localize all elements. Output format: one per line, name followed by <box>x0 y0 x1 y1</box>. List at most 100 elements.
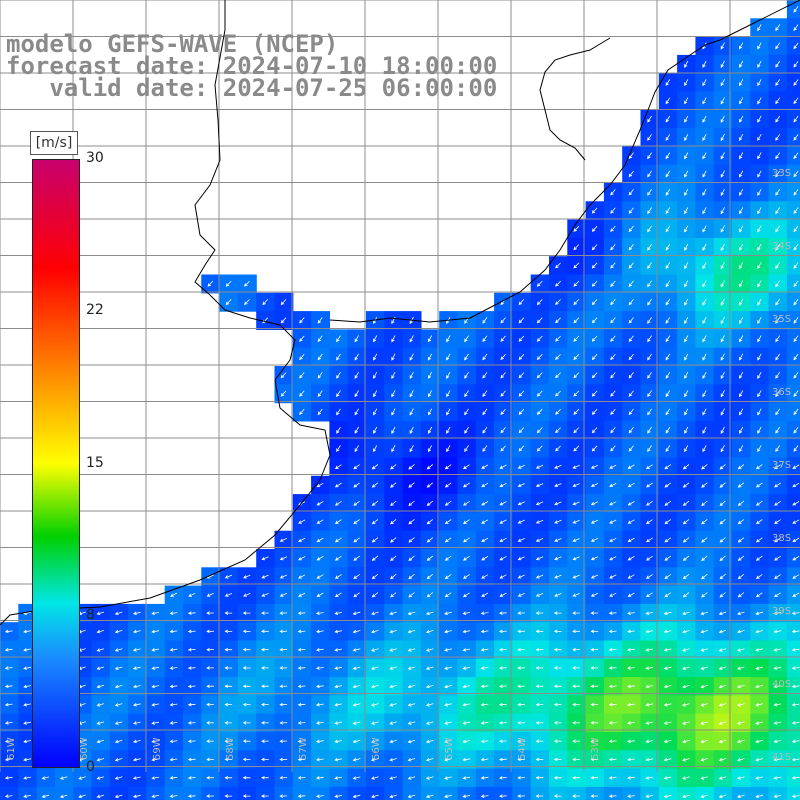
wind-arrow <box>793 390 799 397</box>
wind-cell <box>768 494 788 513</box>
wind-cell <box>640 530 660 550</box>
wind-arrow <box>535 775 544 780</box>
wind-arrow <box>590 574 599 579</box>
wind-cell <box>457 439 477 459</box>
wind-cell <box>658 329 678 349</box>
wind-cell <box>274 292 294 312</box>
wind-arrow <box>242 611 251 615</box>
wind-arrow <box>628 170 634 178</box>
wind-arrow <box>463 537 470 543</box>
wind-cell <box>549 256 568 276</box>
wind-arrow <box>793 243 799 251</box>
wind-arrow <box>701 500 708 507</box>
wind-arrow <box>336 371 341 379</box>
wind-arrow <box>132 684 141 689</box>
wind-arrow <box>791 629 800 634</box>
wind-arrow <box>793 170 799 178</box>
wind-arrow <box>151 721 160 725</box>
wind-cell <box>457 329 477 349</box>
wind-arrow <box>499 556 507 561</box>
wind-cell <box>567 347 587 367</box>
wind-arrow <box>739 262 744 270</box>
wind-arrow <box>737 537 745 543</box>
wind-arrow <box>591 244 598 251</box>
wind-arrow <box>518 354 525 360</box>
wind-arrow <box>371 666 379 670</box>
wind-arrow <box>573 390 580 397</box>
wind-arrow <box>664 555 672 561</box>
wind-cell <box>567 786 587 800</box>
wind-arrow <box>555 299 561 305</box>
wind-arrow <box>535 611 544 615</box>
wind-cell <box>457 786 477 800</box>
wind-arrow <box>315 684 324 689</box>
wind-cell <box>658 549 678 568</box>
wind-arrow <box>663 629 672 634</box>
wind-cell <box>494 585 513 605</box>
wind-arrow <box>151 702 160 707</box>
wind-cell <box>567 292 587 312</box>
wind-arrow <box>793 335 799 343</box>
wind-arrow <box>755 537 763 543</box>
wind-arrow <box>775 42 781 50</box>
wind-cell <box>677 54 696 74</box>
wind-cell <box>677 549 696 568</box>
wind-arrow <box>334 519 342 524</box>
wind-arrow <box>243 593 251 597</box>
lon-label: 61W <box>6 737 17 760</box>
wind-arrow <box>647 335 652 343</box>
wind-arrow <box>684 280 689 288</box>
wind-cell <box>457 549 477 568</box>
wind-arrow <box>720 170 725 178</box>
wind-arrow <box>390 464 397 470</box>
wind-arrow <box>224 629 233 634</box>
wind-cell <box>603 457 623 477</box>
wind-arrow <box>684 390 689 398</box>
wind-arrow <box>280 390 287 397</box>
wind-arrow <box>775 115 781 123</box>
wind-arrow <box>535 464 544 469</box>
wind-cell <box>329 512 349 532</box>
wind-arrow <box>700 776 709 780</box>
wind-arrow <box>554 501 562 506</box>
wind-cell <box>329 402 349 422</box>
wind-arrow <box>481 464 489 469</box>
wind-cell <box>732 311 751 330</box>
wind-arrow <box>389 758 397 762</box>
wind-arrow <box>572 519 580 524</box>
wind-arrow <box>409 408 414 416</box>
wind-cell <box>622 549 642 568</box>
wind-cell <box>585 329 605 349</box>
wind-cell <box>640 512 660 532</box>
wind-cell <box>713 402 733 422</box>
wind-arrow <box>500 317 506 324</box>
wind-cell <box>658 91 678 111</box>
wind-arrow <box>499 574 507 579</box>
wind-arrow <box>132 739 141 744</box>
wind-cell <box>786 402 800 422</box>
wind-arrow <box>4 666 13 670</box>
wind-arrow <box>701 537 708 543</box>
wind-arrow <box>664 519 672 525</box>
wind-arrow <box>628 390 634 397</box>
wind-cell <box>750 439 770 459</box>
wind-cell <box>713 109 733 129</box>
wind-cell <box>567 329 587 349</box>
wind-cell <box>402 494 422 513</box>
wind-cell <box>201 786 221 800</box>
wind-arrow <box>682 611 690 616</box>
wind-arrow <box>371 592 379 598</box>
wind-arrow <box>665 353 671 361</box>
wind-arrow <box>775 243 781 251</box>
wind-cell <box>402 567 422 587</box>
wind-arrow <box>316 501 324 506</box>
wind-arrow <box>535 647 544 652</box>
wind-arrow <box>23 684 31 689</box>
wind-arrow <box>665 207 671 215</box>
wind-arrow <box>739 42 744 50</box>
wind-cell <box>786 494 800 513</box>
wind-arrow <box>297 666 306 670</box>
wind-arrow <box>739 426 744 434</box>
wind-arrow <box>114 703 123 707</box>
